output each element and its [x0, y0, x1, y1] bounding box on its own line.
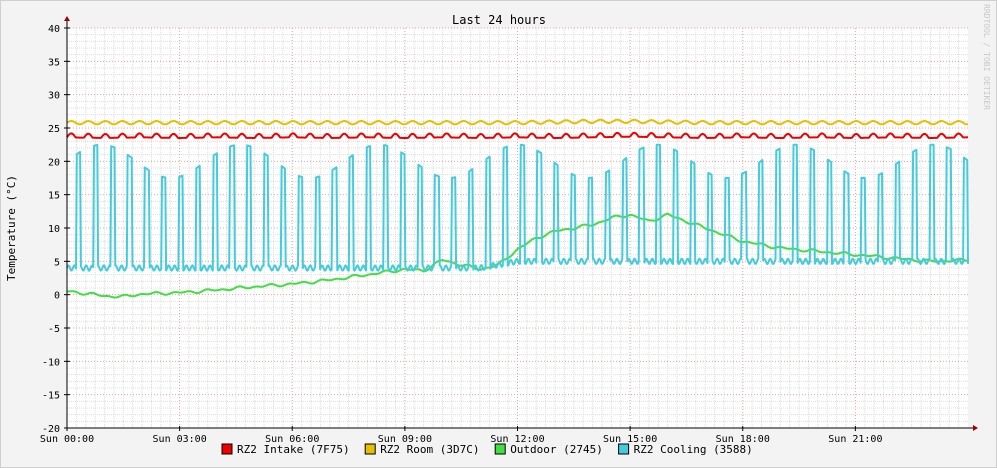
series-4-rz2-cooling-3588-line: [66, 143, 969, 272]
y-tick-label: -20: [42, 424, 60, 435]
legend-swatch: [364, 443, 376, 455]
legend-label: Outdoor (2745): [510, 443, 603, 456]
legend: RZ2 Intake (7F75) RZ2 Room (3D7C) Outdoor …: [221, 443, 753, 456]
x-tick-label: Sun 12:00: [490, 434, 544, 445]
y-tick-label: 40: [48, 24, 60, 35]
watermark: RRDTOOL / TOBI OETIKER: [982, 4, 991, 110]
legend-item: Outdoor (2745): [494, 443, 603, 456]
legend-label: RZ2 Cooling (3588): [634, 443, 753, 456]
series-2-rz2-room-3d7c-line: [66, 118, 969, 126]
y-tick-label: -5: [48, 324, 60, 335]
legend-item: RZ2 Room (3D7C): [364, 443, 480, 456]
y-tick-label: 30: [48, 91, 60, 102]
x-tick-label: Sun 06:00: [265, 434, 319, 445]
y-tick-label: -10: [42, 357, 60, 368]
legend-swatch: [494, 443, 506, 455]
x-tick-labels: Sun 00:00 Sun 03:00 Sun 06:00 Sun 09:00 Sun …: [40, 434, 883, 445]
y-tick-label: -15: [42, 391, 60, 402]
x-tick-label: Sun 00:00: [40, 434, 94, 445]
y-tick-label: 0: [54, 291, 60, 302]
axes: [64, 16, 978, 431]
series-1-rz2-intake-7f75-line: [66, 131, 969, 139]
x-tick-label: Sun 21:00: [828, 434, 882, 445]
x-tick-label: Sun 03:00: [153, 434, 207, 445]
x-axis-arrow: [973, 425, 978, 431]
series-layer: [66, 118, 969, 299]
y-axis-label: Temperature (°C): [5, 175, 18, 281]
y-tick-label: 10: [48, 224, 60, 235]
y-axis-arrow: [64, 16, 70, 21]
legend-swatch: [221, 443, 233, 455]
x-tick-label: Sun 09:00: [378, 434, 432, 445]
legend-item: RZ2 Intake (7F75): [221, 443, 350, 456]
legend-label: RZ2 Intake (7F75): [237, 443, 350, 456]
x-tick-label: Sun 18:00: [716, 434, 770, 445]
y-tick-label: 25: [48, 124, 60, 135]
x-tick-label: Sun 15:00: [603, 434, 657, 445]
legend-label: RZ2 Room (3D7C): [380, 443, 479, 456]
legend-swatch: [618, 443, 630, 455]
series-3-outdoor-2745-line: [66, 212, 969, 299]
y-tick-label: 5: [54, 257, 60, 268]
y-tick-label: 20: [48, 157, 60, 168]
y-tick-labels: -20 -15 -10 -5 0 5 10 15 20 25 30 35 40: [42, 24, 60, 435]
y-tick-label: 35: [48, 57, 60, 68]
legend-item: RZ2 Cooling (3588): [618, 443, 753, 456]
chart-title: Last 24 hours: [452, 13, 546, 27]
y-tick-label: 15: [48, 191, 60, 202]
